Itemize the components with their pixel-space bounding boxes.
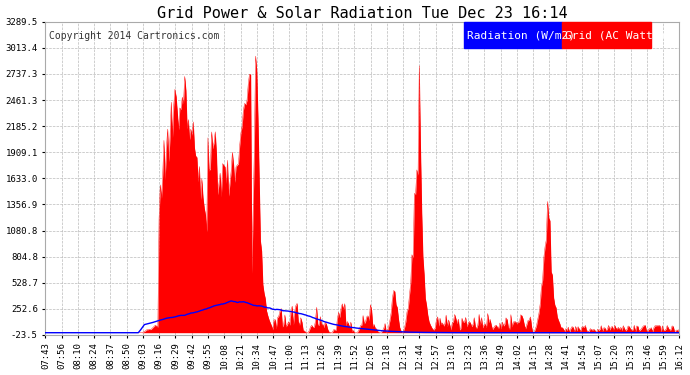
Text: Grid (AC Watts): Grid (AC Watts) (565, 30, 667, 40)
Bar (464, 22, 562, 48)
Bar (562, 22, 651, 48)
Text: Copyright 2014 Cartronics.com: Copyright 2014 Cartronics.com (48, 31, 219, 41)
Title: Grid Power & Solar Radiation Tue Dec 23 16:14: Grid Power & Solar Radiation Tue Dec 23 … (157, 6, 568, 21)
Text: Radiation (W/m2): Radiation (W/m2) (467, 30, 575, 40)
